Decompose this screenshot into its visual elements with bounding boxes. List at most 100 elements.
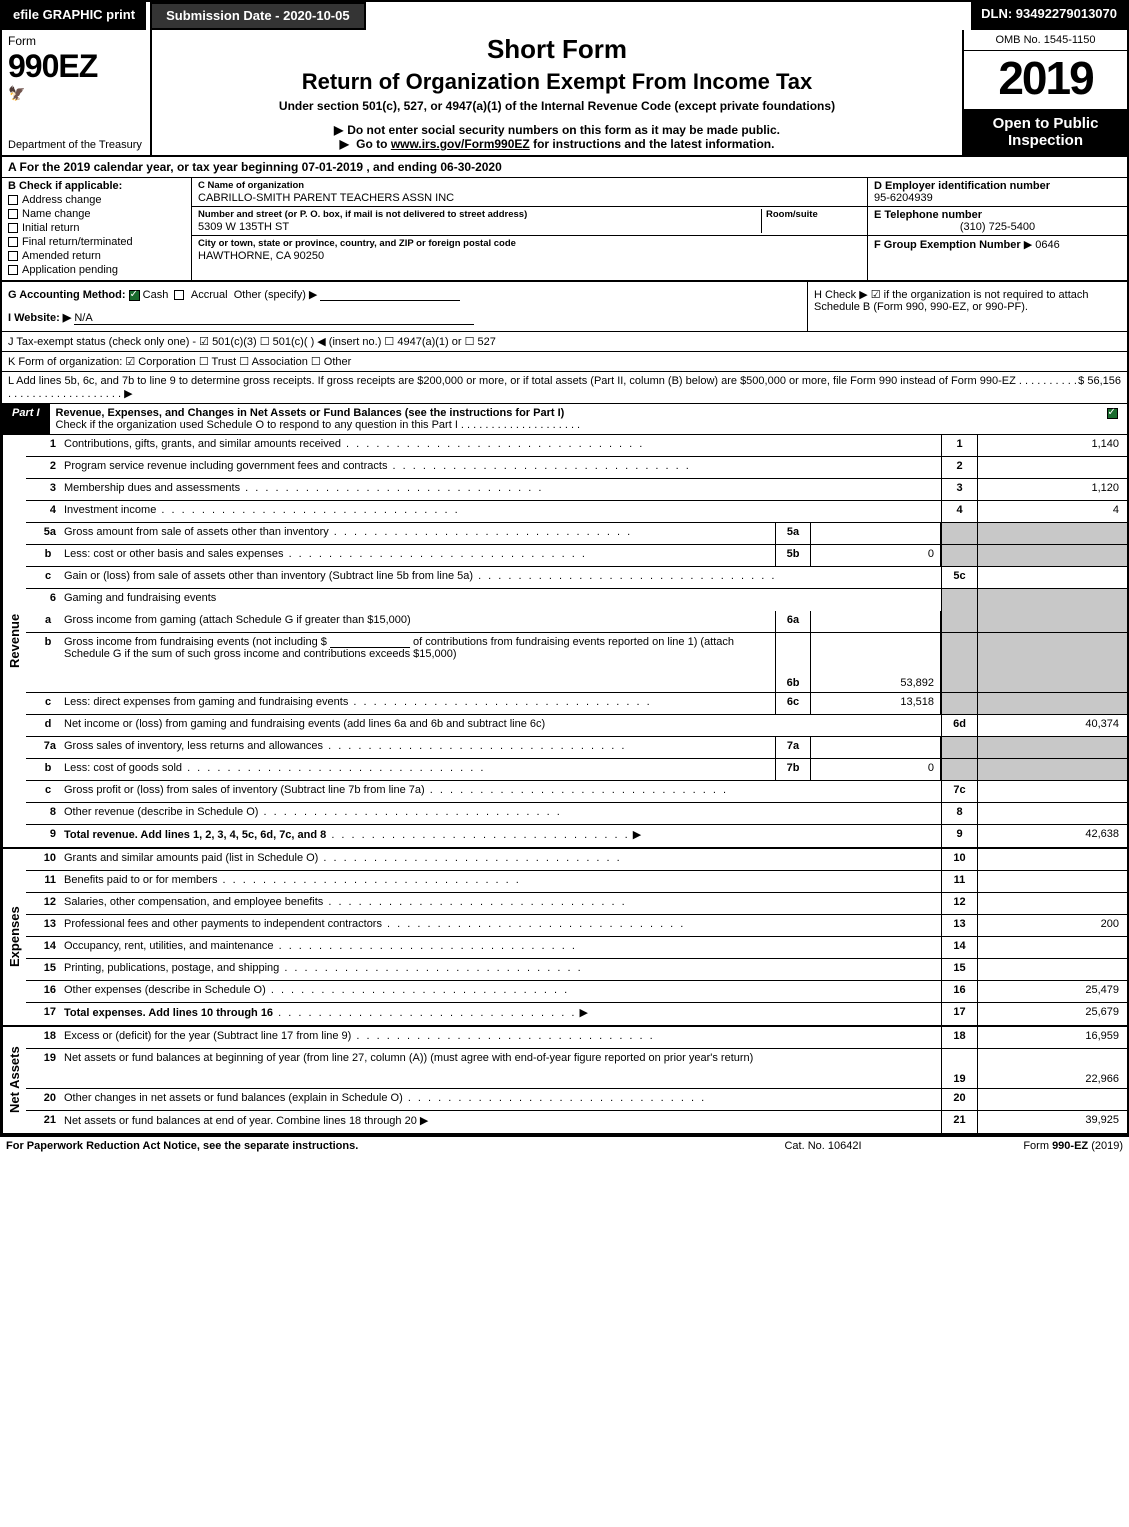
cb-accrual-label: Accrual — [191, 289, 228, 301]
phone-value: (310) 725-5400 — [874, 221, 1121, 233]
form-word: Form — [8, 34, 144, 48]
other-specify-field[interactable] — [320, 289, 460, 301]
netassets-section: Net Assets 18Excess or (deficit) for the… — [2, 1027, 1127, 1135]
num-2: 2 — [941, 457, 977, 478]
submission-date-button[interactable]: Submission Date - 2020-10-05 — [150, 2, 366, 30]
expenses-section: Expenses 10Grants and similar amounts pa… — [2, 849, 1127, 1027]
ln-6: 6 — [26, 589, 60, 611]
cb-cash[interactable] — [129, 290, 140, 301]
desc-6b: Gross income from fundraising events (no… — [60, 633, 775, 692]
ln-17: 17 — [26, 1003, 60, 1025]
city-label: City or town, state or province, country… — [198, 238, 861, 249]
desc-17: Total expenses. Add lines 10 through 16 — [60, 1003, 941, 1025]
sub-5a-n: 5a — [775, 523, 811, 544]
ln-19: 19 — [26, 1049, 60, 1088]
sub-7b-v: 0 — [811, 759, 941, 780]
row-11: 11Benefits paid to or for members11 — [26, 871, 1127, 893]
desc-20: Other changes in net assets or fund bala… — [60, 1089, 941, 1110]
netassets-rows: 18Excess or (deficit) for the year (Subt… — [26, 1027, 1127, 1133]
row-7a: 7a Gross sales of inventory, less return… — [26, 737, 1127, 759]
row-20: 20Other changes in net assets or fund ba… — [26, 1089, 1127, 1111]
cb-final-return-label: Final return/terminated — [22, 236, 133, 248]
revenue-section: Revenue 1 Contributions, gifts, grants, … — [2, 435, 1127, 849]
under-section: Under section 501(c), 527, or 4947(a)(1)… — [160, 99, 954, 113]
num-5c: 5c — [941, 567, 977, 588]
cb-initial-return-label: Initial return — [22, 222, 79, 234]
box-b-title: B Check if applicable: — [8, 180, 185, 192]
box-b: B Check if applicable: Address change Na… — [2, 178, 192, 280]
num-6c-grey — [941, 693, 977, 714]
ln-13: 13 — [26, 915, 60, 936]
val-6b-grey — [977, 633, 1127, 692]
ein-label: D Employer identification number — [874, 180, 1050, 192]
desc-7a: Gross sales of inventory, less returns a… — [60, 737, 775, 758]
desc-9: Total revenue. Add lines 1, 2, 3, 4, 5c,… — [60, 825, 941, 847]
ln-1: 1 — [26, 435, 60, 456]
desc-7c: Gross profit or (loss) from sales of inv… — [60, 781, 941, 802]
ln-10: 10 — [26, 849, 60, 870]
goto-post: for instructions and the latest informat… — [530, 137, 775, 151]
num-19: 19 — [941, 1049, 977, 1088]
desc-21: Net assets or fund balances at end of ye… — [60, 1111, 941, 1133]
footer-mid: Cat. No. 10642I — [723, 1140, 923, 1152]
cb-final-return[interactable]: Final return/terminated — [8, 236, 185, 248]
room-suite-label: Room/suite — [766, 209, 861, 220]
num-1: 1 — [941, 435, 977, 456]
val-20 — [977, 1089, 1127, 1110]
ln-6c: c — [26, 693, 60, 714]
ln-5c: c — [26, 567, 60, 588]
cb-accrual[interactable] — [174, 290, 184, 300]
cb-application-pending[interactable]: Application pending — [8, 264, 185, 276]
ln-21: 21 — [26, 1111, 60, 1133]
street-label: Number and street (or P. O. box, if mail… — [198, 209, 761, 220]
ln-12: 12 — [26, 893, 60, 914]
cb-name-change-label: Name change — [22, 208, 91, 220]
ln-9: 9 — [26, 825, 60, 847]
desc-2: Program service revenue including govern… — [60, 457, 941, 478]
sub-6c-v: 13,518 — [811, 693, 941, 714]
dept-treasury: Department of the Treasury — [8, 139, 144, 151]
street-row: Number and street (or P. O. box, if mail… — [192, 207, 867, 236]
other-specify-label: Other (specify) ▶ — [234, 289, 318, 301]
desc-12: Salaries, other compensation, and employ… — [60, 893, 941, 914]
cb-address-change-label: Address change — [22, 194, 102, 206]
part-1-checkbox[interactable] — [1097, 404, 1127, 434]
irs-link[interactable]: www.irs.gov/Form990EZ — [391, 137, 530, 151]
line-g: G Accounting Method: Cash Accrual Other … — [2, 282, 807, 331]
group-exempt-label: F Group Exemption Number — [874, 239, 1021, 251]
num-6-grey — [941, 589, 977, 611]
ln-11: 11 — [26, 871, 60, 892]
contrib-amount-field[interactable] — [330, 636, 410, 648]
val-5b-grey — [977, 545, 1127, 566]
form-number: 990EZ — [8, 48, 144, 85]
cb-initial-return[interactable]: Initial return — [8, 222, 185, 234]
desc-3: Membership dues and assessments — [60, 479, 941, 500]
cb-amended-return[interactable]: Amended return — [8, 250, 185, 262]
line-l-amount: $ 56,156 — [1078, 375, 1121, 400]
val-5a-grey — [977, 523, 1127, 544]
box-d: D Employer identification number 95-6204… — [868, 178, 1127, 207]
num-6a-grey — [941, 611, 977, 632]
num-3: 3 — [941, 479, 977, 500]
num-21: 21 — [941, 1111, 977, 1133]
val-7b-grey — [977, 759, 1127, 780]
form-990ez-page: efile GRAPHIC print Submission Date - 20… — [0, 0, 1129, 1137]
row-6d: d Net income or (loss) from gaming and f… — [26, 715, 1127, 737]
val-6-grey — [977, 589, 1127, 611]
footer-left: For Paperwork Reduction Act Notice, see … — [6, 1140, 723, 1152]
ln-4: 4 — [26, 501, 60, 522]
desc-5b: Less: cost or other basis and sales expe… — [60, 545, 775, 566]
val-6d: 40,374 — [977, 715, 1127, 736]
line-l-text: L Add lines 5b, 6c, and 7b to line 9 to … — [8, 375, 1078, 400]
cb-name-change[interactable]: Name change — [8, 208, 185, 220]
desc-21-text: Net assets or fund balances at end of ye… — [64, 1115, 417, 1127]
ln-8: 8 — [26, 803, 60, 824]
efile-print-button[interactable]: efile GRAPHIC print — [2, 2, 146, 30]
cb-address-change[interactable]: Address change — [8, 194, 185, 206]
ln-7b: b — [26, 759, 60, 780]
num-8: 8 — [941, 803, 977, 824]
desc-6c: Less: direct expenses from gaming and fu… — [60, 693, 775, 714]
row-6c: c Less: direct expenses from gaming and … — [26, 693, 1127, 715]
val-14 — [977, 937, 1127, 958]
val-4: 4 — [977, 501, 1127, 522]
